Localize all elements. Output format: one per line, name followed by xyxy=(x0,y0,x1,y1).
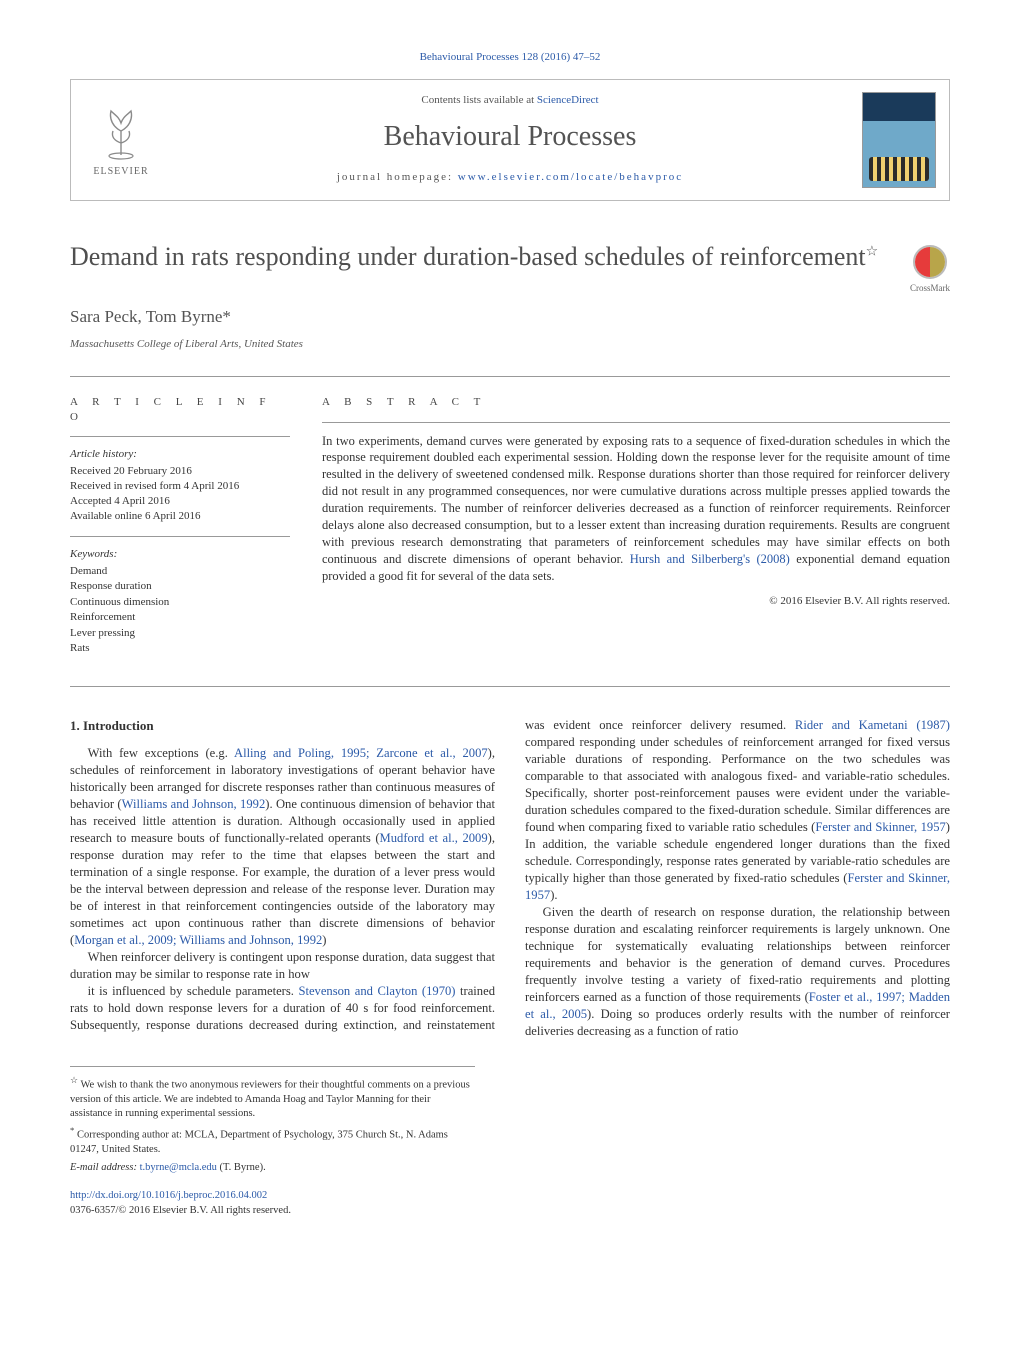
section-title: Introduction xyxy=(83,718,154,733)
footnote-corresponding: * Corresponding author at: MCLA, Departm… xyxy=(70,1125,475,1157)
body-paragraph: With few exceptions (e.g. Alling and Pol… xyxy=(70,745,495,949)
divider xyxy=(322,422,950,423)
keywords-label: Keywords: xyxy=(70,547,290,562)
sciencedirect-link[interactable]: ScienceDirect xyxy=(537,94,599,106)
citation-link[interactable]: Morgan et al., 2009; Williams and Johnso… xyxy=(74,933,322,947)
journal-homepage-line: journal homepage: www.elsevier.com/locat… xyxy=(181,170,839,185)
email-label: E-mail address: xyxy=(70,1162,137,1173)
history-revised: Received in revised form 4 April 2016 xyxy=(70,479,290,494)
footer-identifiers: http://dx.doi.org/10.1016/j.beproc.2016.… xyxy=(70,1189,950,1217)
email-link[interactable]: t.byrne@mcla.edu xyxy=(140,1162,217,1173)
body-text: ) xyxy=(322,933,326,947)
body-text: ). xyxy=(550,888,557,902)
journal-reference: Behavioural Processes 128 (2016) 47–52 xyxy=(70,50,950,65)
citation-link[interactable]: Stevenson and Clayton (1970) xyxy=(298,984,455,998)
elsevier-tree-icon xyxy=(91,101,151,161)
article-history-block: Article history: Received 20 February 20… xyxy=(70,447,290,523)
keyword: Response duration xyxy=(70,579,290,594)
divider xyxy=(70,536,290,537)
journal-reference-link[interactable]: Behavioural Processes 128 (2016) 47–52 xyxy=(420,51,601,63)
keywords-block: Keywords: Demand Response duration Conti… xyxy=(70,547,290,657)
publisher-name: ELSEVIER xyxy=(93,165,148,179)
footnote-email: E-mail address: t.byrne@mcla.edu (T. Byr… xyxy=(70,1161,475,1175)
body-paragraph: When reinforcer delivery is contingent u… xyxy=(70,949,495,983)
journal-name: Behavioural Processes xyxy=(181,118,839,156)
citation-link[interactable]: Williams and Johnson, 1992 xyxy=(122,797,266,811)
abstract-citation-link[interactable]: Hursh and Silberberg's (2008) xyxy=(630,552,790,566)
body-text: it is influenced by schedule parameters. xyxy=(88,984,299,998)
body-text: ), response duration may refer to the ti… xyxy=(70,831,495,947)
footnotes-block: ☆ We wish to thank the two anonymous rev… xyxy=(70,1066,475,1175)
abstract-text: In two experiments, demand curves were g… xyxy=(322,433,950,585)
section-number: 1. xyxy=(70,718,80,733)
article-info-column: A R T I C L E I N F O Article history: R… xyxy=(70,395,290,669)
homepage-link[interactable]: www.elsevier.com/locate/behavproc xyxy=(458,171,683,183)
footnote-marker: ☆ xyxy=(70,1075,78,1085)
article-history-label: Article history: xyxy=(70,447,290,462)
abstract-heading: A B S T R A C T xyxy=(322,395,950,410)
footnote-corr-text: Corresponding author at: MCLA, Departmen… xyxy=(70,1130,448,1155)
crossmark-icon xyxy=(913,245,947,279)
citation-link[interactable]: Alling and Poling, 1995; Zarcone et al.,… xyxy=(234,746,488,760)
footnote-marker: * xyxy=(70,1125,74,1135)
article-info-heading: A R T I C L E I N F O xyxy=(70,395,290,425)
keyword: Demand xyxy=(70,564,290,579)
footnote-thanks: ☆ We wish to thank the two anonymous rev… xyxy=(70,1075,475,1121)
history-online: Available online 6 April 2016 xyxy=(70,509,290,524)
body-two-column: 1. Introduction With few exceptions (e.g… xyxy=(70,717,950,1040)
keyword: Rats xyxy=(70,641,290,656)
homepage-prefix: journal homepage: xyxy=(337,171,458,183)
authors-line: Sara Peck, Tom Byrne* xyxy=(70,306,950,329)
abstract-column: A B S T R A C T In two experiments, dema… xyxy=(322,395,950,669)
issn-copyright-line: 0376-6357/© 2016 Elsevier B.V. All right… xyxy=(70,1204,950,1218)
keyword: Reinforcement xyxy=(70,610,290,625)
footnote-thanks-text: We wish to thank the two anonymous revie… xyxy=(70,1080,470,1119)
citation-link[interactable]: Rider and Kametani (1987) xyxy=(795,718,950,732)
article-title-text: Demand in rats responding under duration… xyxy=(70,242,866,271)
article-title: Demand in rats responding under duration… xyxy=(70,241,910,272)
doi-link[interactable]: http://dx.doi.org/10.1016/j.beproc.2016.… xyxy=(70,1190,267,1201)
authors-text: Sara Peck, Tom Byrne xyxy=(70,307,222,326)
contents-prefix: Contents lists available at xyxy=(421,94,536,106)
citation-link[interactable]: Ferster and Skinner, 1957 xyxy=(815,820,945,834)
history-accepted: Accepted 4 April 2016 xyxy=(70,494,290,509)
divider xyxy=(70,436,290,437)
crossmark-badge[interactable]: CrossMark xyxy=(910,245,950,294)
keyword: Continuous dimension xyxy=(70,595,290,610)
journal-header-box: ELSEVIER Contents lists available at Sci… xyxy=(70,79,950,201)
journal-cover-icon xyxy=(862,92,936,188)
title-footnote-marker: ☆ xyxy=(866,244,879,259)
keyword: Lever pressing xyxy=(70,626,290,641)
email-paren: (T. Byrne). xyxy=(220,1162,266,1173)
crossmark-label: CrossMark xyxy=(910,282,950,294)
publisher-logo-block: ELSEVIER xyxy=(71,80,171,200)
affiliation: Massachusetts College of Liberal Arts, U… xyxy=(70,337,950,352)
history-received: Received 20 February 2016 xyxy=(70,464,290,479)
citation-link[interactable]: Mudford et al., 2009 xyxy=(380,831,488,845)
section-heading: 1. Introduction xyxy=(70,717,495,735)
contents-available-line: Contents lists available at ScienceDirec… xyxy=(181,93,839,108)
body-paragraph: Given the dearth of research on response… xyxy=(525,904,950,1040)
body-text: ). Doing so produces orderly results wit… xyxy=(525,1007,950,1038)
body-text: With few exceptions (e.g. xyxy=(88,746,234,760)
abstract-part: In two experiments, demand curves were g… xyxy=(322,434,950,566)
abstract-copyright: © 2016 Elsevier B.V. All rights reserved… xyxy=(322,594,950,609)
journal-cover-block xyxy=(849,80,949,200)
journal-header-center: Contents lists available at ScienceDirec… xyxy=(171,80,849,200)
corresponding-marker: * xyxy=(222,307,231,326)
